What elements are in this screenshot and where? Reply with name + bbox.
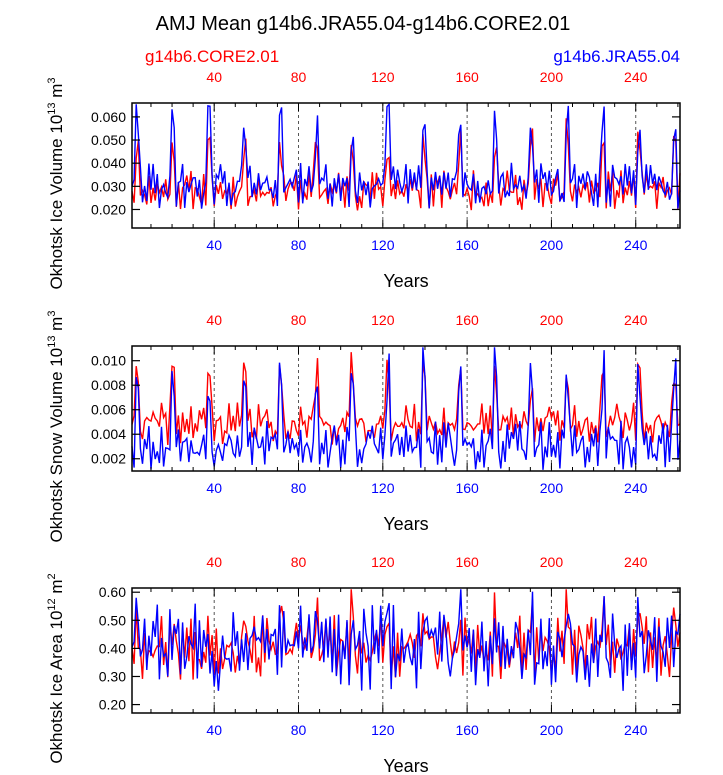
xtick-label-bottom: 240 xyxy=(624,480,648,496)
legend-jra: g14b6.JRA55.04 xyxy=(553,47,680,66)
ytick-label: 0.060 xyxy=(91,109,126,125)
plot-frame xyxy=(131,587,681,714)
yaxis-label: Okhotsk Ice Volume 1013 m3 xyxy=(46,77,66,289)
panels: 0.020 0.030 0.040 0.050 0.060 40 40 80 80 120 120 1… xyxy=(46,69,681,775)
xtick-label-top: 40 xyxy=(206,69,222,85)
plot-frame xyxy=(131,345,681,472)
xaxis-label: Years xyxy=(383,514,428,534)
xtick-label-top: 120 xyxy=(371,312,395,328)
xtick-label-bottom: 120 xyxy=(371,237,395,253)
xtick-label-bottom: 120 xyxy=(371,722,395,738)
xtick-label-top: 120 xyxy=(371,554,395,570)
xtick-label-top: 200 xyxy=(540,69,564,85)
plot-frame xyxy=(131,102,681,229)
xtick-label-top: 160 xyxy=(455,554,479,570)
xtick-label-top: 240 xyxy=(624,312,648,328)
legend-core: g14b6.CORE2.01 xyxy=(145,47,279,66)
xtick-label-bottom: 40 xyxy=(206,480,222,496)
xtick-label-bottom: 40 xyxy=(206,722,222,738)
xtick-label-top: 240 xyxy=(624,554,648,570)
yaxis-label: Okhotsk Ice Area 1012 m2 xyxy=(46,573,66,763)
xtick-label-top: 160 xyxy=(455,312,479,328)
xtick-label-top: 160 xyxy=(455,69,479,85)
xaxis-label: Years xyxy=(383,271,428,291)
series-line-core xyxy=(131,118,681,211)
figure-title: AMJ Mean g14b6.JRA55.04-g14b6.CORE2.01 xyxy=(156,13,571,35)
xtick-label-top: 120 xyxy=(371,69,395,85)
series-line-core xyxy=(131,589,681,680)
xtick-label-top: 200 xyxy=(540,312,564,328)
xtick-label-bottom: 200 xyxy=(540,237,564,253)
ytick-label: 0.004 xyxy=(91,426,126,442)
xtick-label-top: 80 xyxy=(291,69,307,85)
xtick-label-bottom: 120 xyxy=(371,480,395,496)
xtick-label-bottom: 80 xyxy=(291,480,307,496)
xtick-label-top: 240 xyxy=(624,69,648,85)
panel-ice-volume: 0.020 0.030 0.040 0.050 0.060 40 40 80 80 120 120 1… xyxy=(46,69,681,291)
ytick-label: 0.30 xyxy=(99,668,126,684)
xtick-label-top: 40 xyxy=(206,554,222,570)
xaxis-label: Years xyxy=(383,756,428,775)
xtick-label-top: 200 xyxy=(540,554,564,570)
xtick-label-top: 40 xyxy=(206,312,222,328)
xtick-label-bottom: 240 xyxy=(624,237,648,253)
ytick-label: 0.002 xyxy=(91,451,126,467)
xtick-label-bottom: 240 xyxy=(624,722,648,738)
xtick-label-bottom: 80 xyxy=(291,237,307,253)
xtick-label-bottom: 80 xyxy=(291,722,307,738)
panel-snow-volume: 0.002 0.004 0.006 0.008 0.010 40 40 80 80 120 120 1… xyxy=(46,311,681,543)
series-line-jra xyxy=(131,347,681,470)
ytick-label: 0.020 xyxy=(91,201,126,217)
ytick-label: 0.030 xyxy=(91,178,126,194)
ytick-label: 0.040 xyxy=(91,155,126,171)
series-line-core xyxy=(131,352,681,445)
xtick-label-top: 80 xyxy=(291,312,307,328)
ytick-label: 0.050 xyxy=(91,132,126,148)
series-line-jra xyxy=(131,589,681,691)
ytick-label: 0.50 xyxy=(99,612,126,628)
ytick-label: 0.006 xyxy=(91,402,126,418)
xtick-label-bottom: 160 xyxy=(455,722,479,738)
panel-ice-area: 0.20 0.30 0.40 0.50 0.60 40 40 80 80 120 120 160 160… xyxy=(46,554,681,775)
ytick-label: 0.010 xyxy=(91,353,126,369)
xtick-label-bottom: 160 xyxy=(455,237,479,253)
yaxis-label: Okhotsk Snow Volume 1013 m3 xyxy=(46,311,66,543)
xtick-label-bottom: 200 xyxy=(540,722,564,738)
xtick-label-bottom: 160 xyxy=(455,480,479,496)
ytick-label: 0.20 xyxy=(99,697,126,713)
ytick-label: 0.40 xyxy=(99,640,126,656)
xtick-label-bottom: 40 xyxy=(206,237,222,253)
ytick-label: 0.008 xyxy=(91,377,126,393)
xtick-label-bottom: 200 xyxy=(540,480,564,496)
xtick-label-top: 80 xyxy=(291,554,307,570)
ytick-label: 0.60 xyxy=(99,584,126,600)
series-line-jra xyxy=(131,102,681,209)
